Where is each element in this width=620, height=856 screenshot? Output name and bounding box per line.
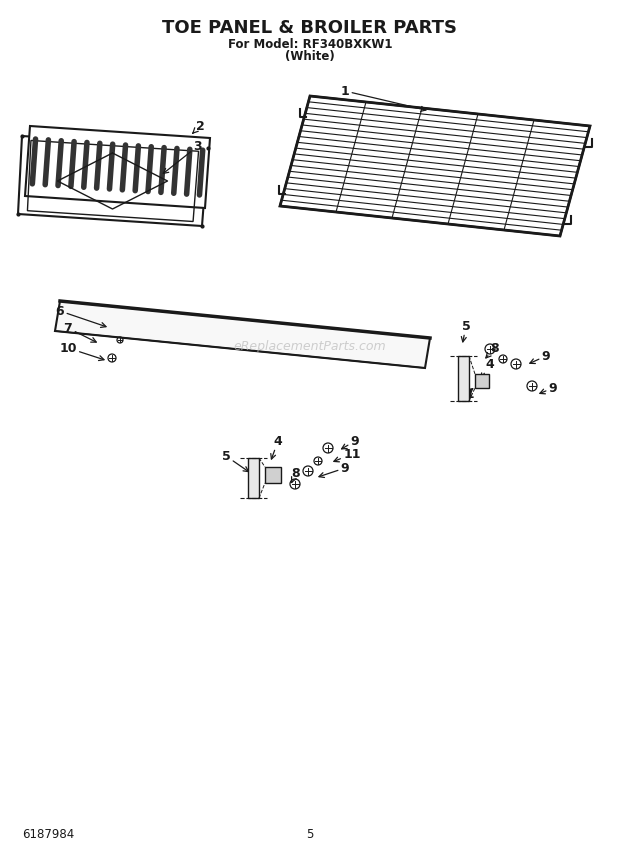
Text: TOE PANEL & BROILER PARTS: TOE PANEL & BROILER PARTS (162, 19, 458, 37)
Text: 9: 9 (319, 461, 349, 478)
Polygon shape (18, 136, 208, 226)
Text: 5: 5 (221, 449, 249, 472)
Text: eReplacementParts.com: eReplacementParts.com (234, 340, 386, 353)
Text: 4: 4 (271, 435, 282, 459)
Polygon shape (55, 301, 430, 368)
Text: 4: 4 (481, 358, 494, 378)
Text: 6187984: 6187984 (22, 828, 74, 841)
Text: For Model: RF340BXKW1: For Model: RF340BXKW1 (228, 38, 392, 51)
Text: 5: 5 (306, 828, 314, 841)
Bar (265, 467, 281, 483)
Text: 1: 1 (340, 85, 426, 111)
Polygon shape (248, 458, 259, 498)
Text: 7: 7 (64, 322, 96, 342)
Text: 2: 2 (193, 120, 205, 134)
Text: 9: 9 (530, 349, 551, 364)
Polygon shape (25, 126, 210, 208)
Text: (White): (White) (285, 50, 335, 62)
Text: 9: 9 (540, 382, 557, 395)
Text: 5: 5 (461, 319, 471, 342)
Text: 11: 11 (458, 388, 475, 401)
Text: 6: 6 (56, 305, 106, 327)
Text: 3: 3 (163, 140, 202, 174)
Text: 9: 9 (342, 435, 360, 449)
Text: 8: 8 (291, 467, 300, 483)
Text: 8: 8 (486, 342, 499, 358)
Bar (475, 374, 489, 388)
Text: 10: 10 (60, 342, 104, 360)
Polygon shape (280, 96, 590, 236)
Text: 11: 11 (334, 448, 361, 462)
Polygon shape (458, 356, 469, 401)
